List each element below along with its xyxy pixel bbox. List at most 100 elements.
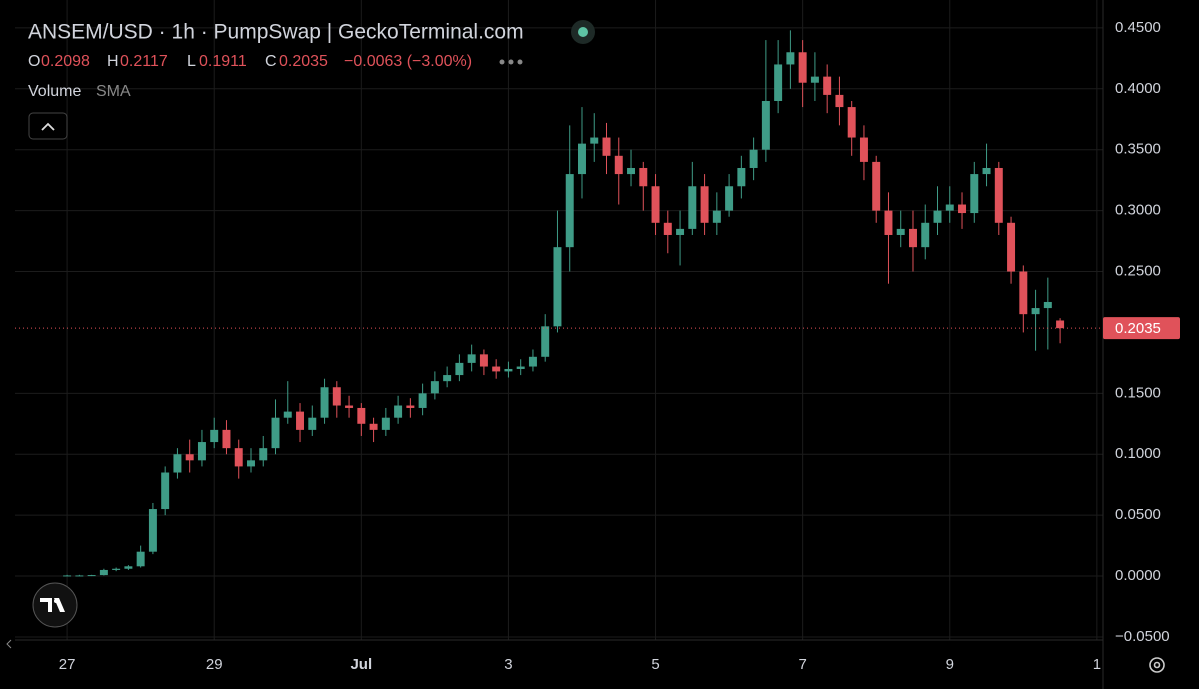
candle-body <box>320 387 329 418</box>
candle-body <box>136 551 145 567</box>
candle-body <box>124 566 133 569</box>
candle-body <box>369 423 378 430</box>
candles <box>63 30 1065 577</box>
candle-body <box>308 417 317 430</box>
candle-body <box>381 417 390 430</box>
candle-body <box>1007 222 1016 272</box>
candle-body <box>847 107 856 138</box>
candle-body <box>148 509 157 552</box>
candle-body <box>296 411 305 430</box>
candle-body <box>663 222 672 235</box>
candle-body <box>994 167 1003 223</box>
candle-body <box>271 417 280 449</box>
close-value: 0.2035 <box>279 53 328 70</box>
candle-body <box>639 167 648 187</box>
candle-body <box>810 76 819 83</box>
candle-body <box>725 186 734 211</box>
ohlc-legend: O 0.2098 H 0.2117 L 0.1911 C 0.2035 −0.0… <box>28 53 472 70</box>
candle-body <box>774 64 783 101</box>
candle-body <box>958 204 967 214</box>
high-label: H <box>107 53 119 70</box>
x-tick-label: 7 <box>798 656 806 673</box>
candle-body <box>259 448 268 461</box>
sma-label: SMA <box>96 83 131 100</box>
open-label: O <box>28 53 40 70</box>
last-price-label: 0.2035 <box>1115 320 1161 337</box>
candle-body <box>872 161 881 211</box>
candle-body <box>1043 301 1052 309</box>
last-price-box <box>1103 317 1180 340</box>
candle-body <box>394 405 403 418</box>
candle-body <box>933 210 942 223</box>
candle-body <box>479 354 488 367</box>
y-tick-label: 0.1000 <box>1115 445 1161 462</box>
y-tick-label: −0.0500 <box>1115 628 1170 645</box>
candle-body <box>99 569 108 576</box>
open-value: 0.2098 <box>41 53 90 70</box>
candle-body <box>210 429 219 443</box>
change: −0.0063 (−3.00%) <box>344 53 472 70</box>
volume-label: Volume <box>28 83 81 100</box>
candle-body <box>908 228 917 248</box>
candle-body <box>1056 320 1065 329</box>
scroll-left[interactable] <box>6 639 12 649</box>
candle-body <box>63 575 72 577</box>
candle-body <box>578 143 586 175</box>
candle-body <box>565 174 574 248</box>
candle-body <box>700 186 709 223</box>
candle-body <box>112 568 121 570</box>
candle-body <box>614 155 623 175</box>
x-tick-label: 29 <box>206 656 223 673</box>
close-label: C <box>265 53 277 70</box>
status-dot <box>578 27 588 37</box>
candle-body <box>161 472 170 510</box>
candle-body <box>173 454 182 473</box>
candle-body <box>761 100 770 150</box>
candle-body <box>345 405 354 408</box>
candle-body <box>406 405 415 408</box>
low-label: L <box>187 53 196 70</box>
candle-body <box>676 228 685 235</box>
candle-body <box>283 411 292 418</box>
y-tick-label: 0.1500 <box>1115 384 1161 401</box>
candle-body <box>786 52 795 65</box>
candle-body <box>553 247 562 327</box>
candle-body <box>835 94 844 108</box>
candle-body <box>982 167 991 175</box>
candle-body <box>528 356 537 367</box>
candle-body <box>504 368 513 372</box>
candle-body <box>884 210 893 235</box>
candle-body <box>222 429 231 449</box>
high-value: 0.2117 <box>120 53 168 70</box>
x-tick-label: 1 <box>1093 656 1101 673</box>
candle-body <box>418 393 427 408</box>
y-tick-label: 0.0000 <box>1115 567 1161 584</box>
more-dots[interactable] <box>499 59 523 65</box>
y-tick-label: 0.4000 <box>1115 80 1161 97</box>
candle-body <box>737 167 746 187</box>
x-tick-label: 3 <box>504 656 512 673</box>
candle-body <box>234 448 243 467</box>
x-tick-label: Jul <box>350 656 372 673</box>
candle-body <box>1019 271 1028 315</box>
candle-body <box>443 375 452 382</box>
candle-body <box>332 387 341 406</box>
candle-body <box>970 174 979 214</box>
candle-body <box>492 366 501 372</box>
tv-logo[interactable] <box>32 582 78 628</box>
candle-body <box>859 137 868 162</box>
x-tick-label: 27 <box>59 656 76 673</box>
collapse-button[interactable] <box>28 112 68 140</box>
candle-body <box>430 381 439 394</box>
candle-body <box>945 204 954 211</box>
x-tick-label: 5 <box>651 656 659 673</box>
candle-body <box>197 442 206 461</box>
candle-body <box>1031 308 1040 315</box>
candle-body <box>541 326 550 357</box>
candle-body <box>467 354 476 363</box>
candle-body <box>651 186 660 223</box>
settings-button[interactable] <box>1149 657 1165 673</box>
low-value: 0.1911 <box>199 53 247 70</box>
